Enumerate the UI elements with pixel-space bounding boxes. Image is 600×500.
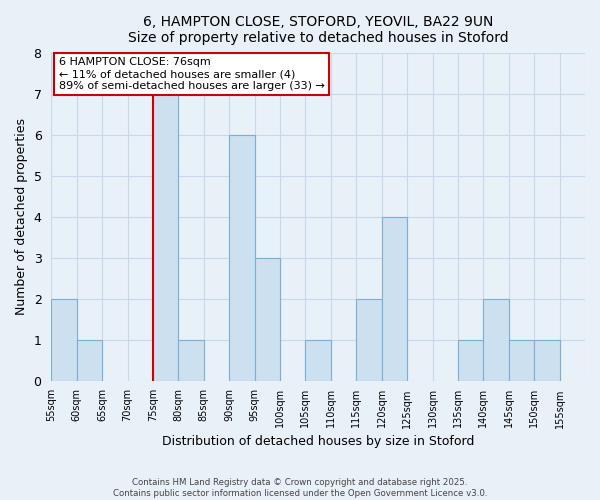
Y-axis label: Number of detached properties: Number of detached properties xyxy=(15,118,28,316)
Bar xyxy=(356,298,382,380)
Bar xyxy=(509,340,534,380)
Bar xyxy=(484,298,509,380)
Text: 6 HAMPTON CLOSE: 76sqm
← 11% of detached houses are smaller (4)
89% of semi-deta: 6 HAMPTON CLOSE: 76sqm ← 11% of detached… xyxy=(59,58,325,90)
Bar xyxy=(178,340,204,380)
Bar xyxy=(458,340,484,380)
X-axis label: Distribution of detached houses by size in Stoford: Distribution of detached houses by size … xyxy=(162,434,475,448)
Bar xyxy=(77,340,102,380)
Text: Contains HM Land Registry data © Crown copyright and database right 2025.
Contai: Contains HM Land Registry data © Crown c… xyxy=(113,478,487,498)
Bar xyxy=(382,217,407,380)
Bar xyxy=(51,298,77,380)
Bar xyxy=(254,258,280,380)
Bar xyxy=(305,340,331,380)
Bar xyxy=(534,340,560,380)
Bar xyxy=(229,135,254,380)
Bar xyxy=(153,94,178,380)
Title: 6, HAMPTON CLOSE, STOFORD, YEOVIL, BA22 9UN
Size of property relative to detache: 6, HAMPTON CLOSE, STOFORD, YEOVIL, BA22 … xyxy=(128,15,508,45)
